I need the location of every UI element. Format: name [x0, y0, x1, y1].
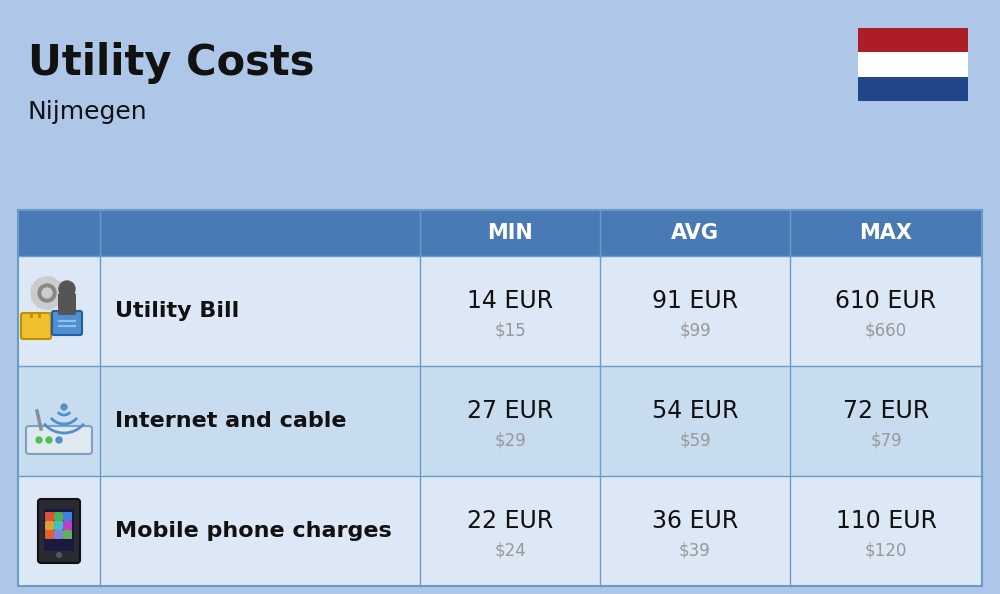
FancyBboxPatch shape: [45, 530, 54, 539]
FancyBboxPatch shape: [58, 293, 76, 315]
Circle shape: [56, 552, 62, 558]
Text: MAX: MAX: [860, 223, 912, 243]
Text: Nijmegen: Nijmegen: [28, 100, 148, 124]
Text: $79: $79: [870, 432, 902, 450]
Circle shape: [42, 288, 52, 298]
Text: $660: $660: [865, 322, 907, 340]
Text: 72 EUR: 72 EUR: [843, 399, 929, 423]
Text: 54 EUR: 54 EUR: [652, 399, 738, 423]
Circle shape: [56, 437, 62, 443]
Text: $39: $39: [679, 542, 711, 560]
Text: Utility Costs: Utility Costs: [28, 42, 314, 84]
Text: $29: $29: [494, 432, 526, 450]
FancyBboxPatch shape: [45, 512, 54, 521]
Bar: [18, 256, 982, 366]
Bar: [18, 210, 982, 586]
Bar: [858, 52, 968, 77]
Bar: [31, 295, 37, 301]
Text: 22 EUR: 22 EUR: [467, 509, 553, 533]
Circle shape: [31, 277, 63, 309]
Bar: [31, 285, 37, 291]
Text: 91 EUR: 91 EUR: [652, 289, 738, 313]
FancyBboxPatch shape: [54, 521, 63, 530]
Circle shape: [36, 437, 42, 443]
Bar: [858, 28, 968, 52]
Text: 610 EUR: 610 EUR: [835, 289, 937, 313]
FancyBboxPatch shape: [21, 313, 51, 339]
Circle shape: [61, 404, 67, 410]
Bar: [55, 299, 61, 305]
Text: $59: $59: [679, 432, 711, 450]
Bar: [18, 210, 982, 256]
Circle shape: [59, 281, 75, 297]
FancyBboxPatch shape: [52, 311, 82, 335]
FancyBboxPatch shape: [38, 499, 80, 563]
Text: Mobile phone charges: Mobile phone charges: [115, 521, 392, 541]
Circle shape: [38, 284, 56, 302]
Text: $99: $99: [679, 322, 711, 340]
Text: 110 EUR: 110 EUR: [836, 509, 936, 533]
Text: $120: $120: [865, 542, 907, 560]
Bar: [58, 290, 64, 296]
Text: Utility Bill: Utility Bill: [115, 301, 239, 321]
Bar: [37, 278, 43, 284]
Text: 14 EUR: 14 EUR: [467, 289, 553, 313]
Bar: [46, 276, 52, 282]
Text: AVG: AVG: [671, 223, 719, 243]
Bar: [37, 302, 43, 308]
FancyBboxPatch shape: [54, 530, 63, 539]
Text: 36 EUR: 36 EUR: [652, 509, 738, 533]
Text: $15: $15: [494, 322, 526, 340]
Bar: [18, 366, 982, 476]
Text: MIN: MIN: [487, 223, 533, 243]
FancyBboxPatch shape: [45, 521, 54, 530]
FancyBboxPatch shape: [63, 521, 72, 530]
Bar: [18, 476, 982, 586]
Bar: [44, 509, 74, 551]
Bar: [858, 77, 968, 101]
Text: 27 EUR: 27 EUR: [467, 399, 553, 423]
Circle shape: [46, 437, 52, 443]
Bar: [55, 281, 61, 287]
Text: Internet and cable: Internet and cable: [115, 411, 347, 431]
Text: $24: $24: [494, 542, 526, 560]
FancyBboxPatch shape: [63, 512, 72, 521]
FancyBboxPatch shape: [63, 530, 72, 539]
FancyBboxPatch shape: [54, 512, 63, 521]
Bar: [46, 304, 52, 310]
FancyBboxPatch shape: [26, 426, 92, 454]
